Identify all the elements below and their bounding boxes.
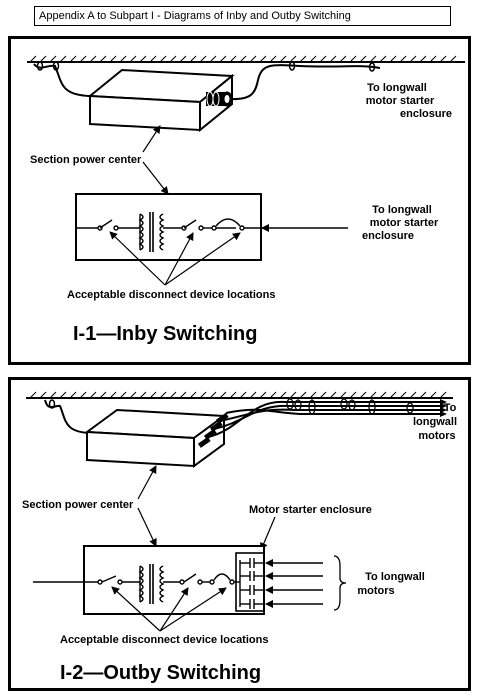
- inby-schematic-to-longwall-line3: enclosure: [362, 230, 414, 242]
- inby-cable-hanger: [368, 62, 376, 72]
- outby-schematic-box: [83, 545, 265, 615]
- inby-location-arrow: [109, 231, 166, 286]
- inby-cable-hanger: [288, 61, 296, 71]
- inby-to-motor-starter-line2: motor starter: [366, 95, 435, 107]
- inby-load-cable: [227, 64, 381, 101]
- outby-schematic-circuit: [33, 560, 241, 607]
- inby-pointer-arrow: [142, 125, 161, 153]
- inby-schematic-box: [75, 193, 262, 261]
- outby-power-center-box: [84, 408, 227, 468]
- outby-location-arrow: [111, 586, 161, 632]
- outby-motor-starter-enclosure-label: Motor starter enclosure: [249, 504, 372, 516]
- outby-pointer-arrow: [137, 465, 157, 500]
- inby-supply-cable: [33, 63, 101, 98]
- outby-location-arrow: [159, 587, 227, 632]
- inby-to-motor-starter-line3: enclosure: [400, 108, 452, 120]
- inby-schematic-circuit: [76, 212, 261, 252]
- inby-cable-hanger: [52, 61, 60, 71]
- outby-switching-panel: [8, 377, 471, 691]
- outby-cable-hanger: [48, 399, 56, 409]
- outby-title: I-2—Outby Switching: [60, 662, 261, 684]
- outby-pointer-arrow: [137, 507, 157, 547]
- outby-location-arrow: [159, 587, 189, 632]
- outby-motor-arrows: [440, 399, 447, 417]
- inby-cable-connector: [206, 91, 233, 107]
- inby-mine-roof: [27, 55, 465, 63]
- outby-to-motors-line2: longwall: [413, 416, 457, 428]
- inby-switching-panel: [8, 36, 471, 365]
- inby-schematic-to-longwall-line1: To longwall: [372, 204, 432, 216]
- outby-schematic-to-longwall-line1: To longwall: [365, 571, 425, 583]
- outby-cable-connectors: [197, 412, 229, 448]
- inby-acceptable-locations-label: Acceptable disconnect device locations: [67, 289, 275, 301]
- outby-to-motors-line1: To: [444, 402, 457, 414]
- outby-starter-contacts: [240, 558, 264, 609]
- outby-section-power-center-label: Section power center: [22, 499, 134, 511]
- outby-schematic-to-longwall-line2: motors: [357, 585, 394, 597]
- outby-cable-hangers: [286, 398, 414, 415]
- outby-acceptable-locations-label: Acceptable disconnect device locations: [60, 634, 268, 646]
- outby-enclosure-pointer: [260, 516, 276, 551]
- inby-pointer-arrow: [142, 161, 169, 195]
- outby-to-motors-line3: motors: [418, 430, 455, 442]
- appendix-header: Appendix A to Subpart I - Diagrams of In…: [34, 6, 451, 26]
- inby-schematic-to-longwall-line2: motor starter: [370, 217, 439, 229]
- inby-location-arrow: [164, 232, 194, 286]
- outby-motor-cables: [207, 400, 440, 438]
- outby-mine-roof: [26, 391, 453, 399]
- outby-motors-brace: [333, 555, 347, 611]
- outby-motor-starter-enclosure: [235, 552, 265, 612]
- outby-supply-cable: [44, 399, 99, 435]
- inby-to-motor-starter-line1: To longwall: [367, 82, 427, 94]
- inby-cable-hanger: [36, 61, 44, 71]
- inby-section-power-center-label: Section power center: [30, 154, 142, 166]
- inby-location-arrow: [164, 232, 241, 286]
- inby-power-center-box: [87, 68, 235, 133]
- outby-motor-feed-arrows: [265, 559, 323, 608]
- inby-title: I-1—Inby Switching: [73, 323, 257, 345]
